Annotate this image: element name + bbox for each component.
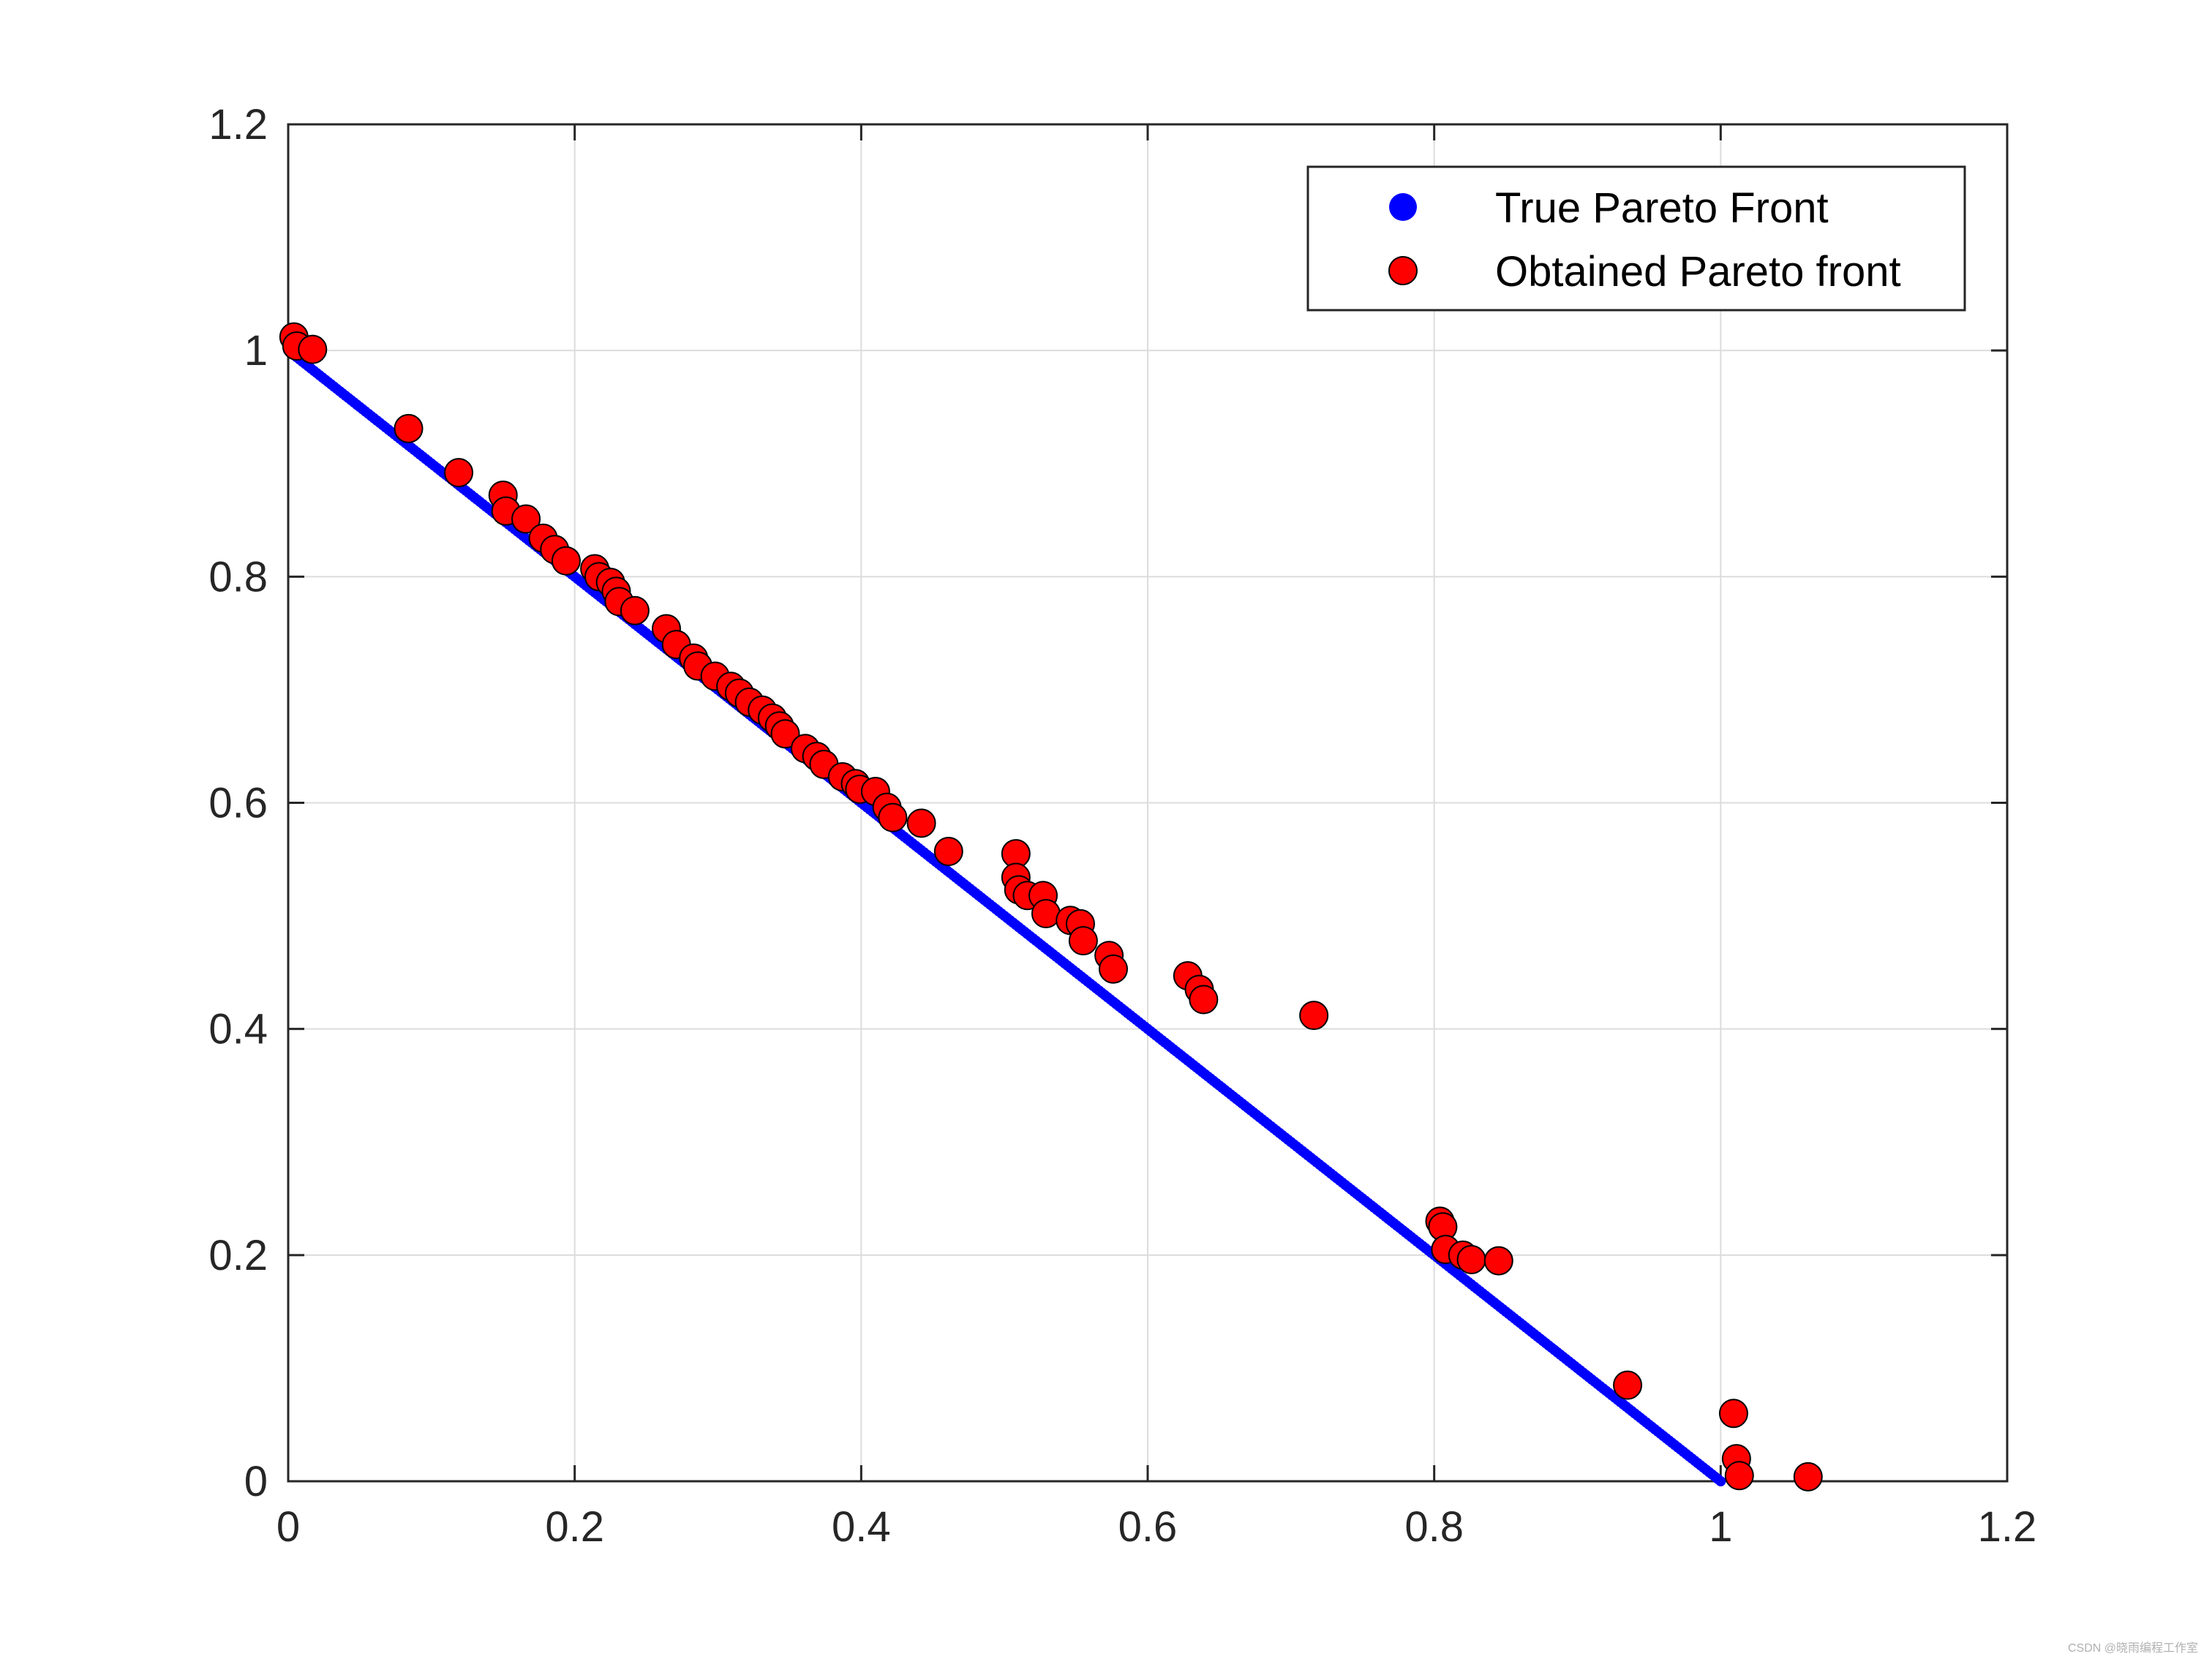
obtained-point bbox=[1718, 1399, 1748, 1429]
legend-marker-true-front bbox=[1389, 193, 1417, 221]
obtained-point bbox=[878, 802, 908, 832]
obtained-point bbox=[933, 836, 963, 866]
watermark: CSDN @晓雨编程工作室 bbox=[2068, 1641, 2198, 1655]
x-tick-label: 0.8 bbox=[1404, 1503, 1464, 1551]
obtained-point bbox=[1793, 1462, 1823, 1491]
obtained-point bbox=[620, 595, 650, 625]
obtained-point bbox=[1456, 1245, 1486, 1275]
legend: True Pareto Front Obtained Pareto front bbox=[1306, 165, 1966, 312]
axes: 0 0.2 0.4 0.6 0.8 1 1.2 0 0.2 0.4 0.6 0.8 1 1.2 bbox=[208, 101, 2036, 1551]
x-tick-label: 1.2 bbox=[1978, 1503, 2037, 1551]
series-obtained-pareto-front bbox=[279, 322, 1823, 1491]
x-tick-label: 1 bbox=[1709, 1503, 1732, 1551]
obtained-point bbox=[1483, 1246, 1513, 1276]
obtained-point bbox=[444, 458, 474, 488]
y-tick-label: 0.2 bbox=[208, 1232, 268, 1279]
y-tick-label: 0.8 bbox=[208, 553, 268, 601]
obtained-point bbox=[770, 719, 800, 749]
obtained-point bbox=[511, 504, 541, 534]
x-tick-label: 0.2 bbox=[545, 1503, 604, 1551]
y-tick-label: 0 bbox=[244, 1458, 268, 1505]
y-tick-label: 0.6 bbox=[208, 780, 268, 827]
obtained-point bbox=[551, 546, 581, 576]
legend-label-obtained-front: Obtained Pareto front bbox=[1495, 248, 1901, 296]
legend-box bbox=[1306, 165, 1966, 312]
obtained-point bbox=[1031, 898, 1061, 928]
obtained-point bbox=[1099, 954, 1128, 984]
obtained-point bbox=[1299, 1001, 1329, 1031]
legend-marker-obtained-front bbox=[1388, 256, 1418, 285]
x-tick-label: 0.6 bbox=[1118, 1503, 1178, 1551]
obtained-point bbox=[298, 334, 328, 364]
y-tick-label: 1 bbox=[244, 327, 268, 375]
legend-label-true-front: True Pareto Front bbox=[1495, 184, 1829, 232]
obtained-point bbox=[1724, 1461, 1754, 1491]
x-tick-label: 0 bbox=[276, 1503, 300, 1551]
obtained-point bbox=[1189, 985, 1219, 1015]
obtained-point bbox=[906, 808, 936, 838]
true-front-point bbox=[1715, 1476, 1726, 1486]
y-tick-label: 1.2 bbox=[208, 101, 268, 148]
obtained-point bbox=[394, 413, 424, 443]
obtained-point bbox=[1068, 926, 1098, 956]
data-series bbox=[279, 322, 1823, 1491]
obtained-point bbox=[1613, 1370, 1643, 1400]
y-tick-label: 0.4 bbox=[208, 1006, 268, 1053]
x-tick-label: 0.4 bbox=[832, 1503, 891, 1551]
